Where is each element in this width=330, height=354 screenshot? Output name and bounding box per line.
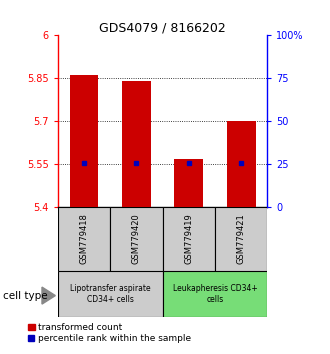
Bar [122, 81, 151, 207]
Legend: transformed count, percentile rank within the sample: transformed count, percentile rank withi… [28, 323, 192, 343]
Bar [215, 207, 267, 271]
Bar [58, 271, 162, 317]
Bar [227, 121, 255, 207]
Text: Leukapheresis CD34+
cells: Leukapheresis CD34+ cells [173, 284, 257, 303]
Bar [58, 207, 110, 271]
Polygon shape [42, 287, 55, 304]
Text: cell type: cell type [3, 291, 48, 301]
Bar [162, 271, 267, 317]
Bar [70, 75, 98, 207]
Text: GSM779418: GSM779418 [80, 213, 88, 264]
Text: GSM779421: GSM779421 [237, 213, 246, 264]
Bar [162, 207, 215, 271]
Text: GSM779420: GSM779420 [132, 213, 141, 264]
Bar [110, 207, 162, 271]
Text: GSM779419: GSM779419 [184, 213, 193, 264]
Title: GDS4079 / 8166202: GDS4079 / 8166202 [99, 21, 226, 34]
Bar [174, 159, 203, 207]
Text: Lipotransfer aspirate
CD34+ cells: Lipotransfer aspirate CD34+ cells [70, 284, 150, 303]
